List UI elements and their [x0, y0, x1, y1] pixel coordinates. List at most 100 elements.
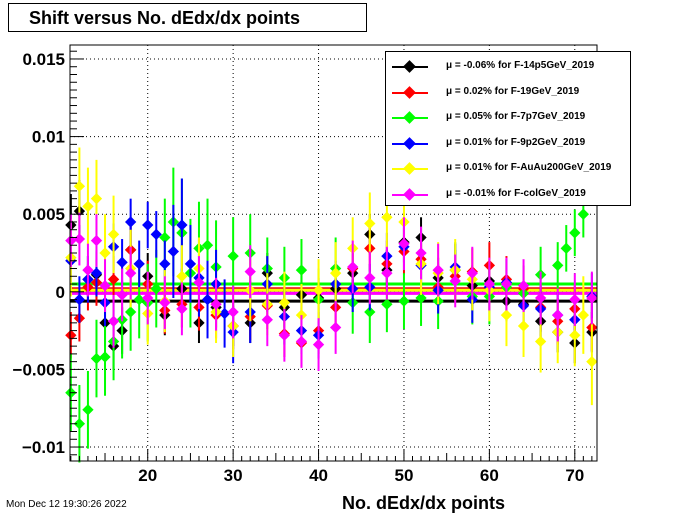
data-point	[201, 293, 214, 306]
data-point	[295, 335, 308, 348]
data-point	[577, 208, 589, 220]
data-point	[90, 234, 103, 247]
data-point	[586, 355, 598, 368]
data-point	[193, 276, 205, 289]
data-point	[415, 247, 427, 259]
legend-entry: μ = 0.05% for F-7p7GeV_2019	[386, 108, 630, 128]
data-point	[364, 272, 376, 284]
data-point	[381, 298, 393, 310]
data-point	[159, 297, 171, 309]
legend: μ = -0.06% for F-14p5GeV_2019 μ = 0.02% f…	[385, 51, 631, 206]
data-point	[107, 315, 120, 327]
data-point	[534, 292, 547, 304]
legend-marker-swatch	[403, 162, 416, 175]
data-point	[116, 256, 128, 268]
data-point	[483, 278, 496, 290]
legend-marker-swatch	[403, 136, 416, 150]
legend-entry: μ = -0.01% for F-colGeV_2019	[386, 185, 630, 205]
data-point	[167, 245, 180, 258]
data-point	[90, 193, 103, 205]
legend-entry: μ = -0.06% for F-14p5GeV_2019	[386, 57, 630, 77]
x-tick-label: 50	[395, 466, 414, 485]
data-point	[517, 279, 530, 292]
data-point	[99, 247, 111, 259]
axes: 20 30 40 50 60 70 −0.01 −0.005 0 0.005 0.01 0.015	[13, 50, 593, 485]
timestamp: Mon Dec 12 19:30:26 2022	[6, 499, 127, 510]
data-point	[312, 284, 325, 296]
data-point	[159, 258, 171, 270]
data-point	[133, 258, 145, 270]
data-point	[150, 283, 162, 295]
x-axis-label: No. dEdx/dx points	[341, 493, 505, 513]
data-point	[586, 292, 598, 304]
data-point	[261, 314, 273, 326]
data-point	[65, 329, 77, 341]
series-group	[65, 178, 598, 364]
data-point	[534, 335, 547, 348]
data-point	[107, 228, 120, 241]
data-point	[569, 329, 581, 341]
data-point	[244, 265, 256, 278]
data-point	[415, 292, 427, 304]
data-point	[176, 270, 188, 282]
data-point	[176, 303, 188, 315]
data-point	[466, 267, 478, 279]
data-point	[569, 293, 581, 306]
data-point	[381, 211, 393, 223]
legend-marker-swatch	[403, 60, 416, 73]
data-point	[210, 298, 222, 310]
data-point	[73, 180, 86, 192]
data-point	[90, 352, 103, 365]
data-point	[227, 250, 239, 262]
data-point	[364, 306, 376, 318]
data-point	[278, 297, 291, 309]
legend-label: μ = 0.05% for F-7p7GeV_2019	[446, 111, 586, 122]
data-point	[278, 329, 291, 341]
chart-title: Shift versus No. dEdx/dx points	[8, 3, 367, 32]
data-point	[560, 242, 572, 255]
data-point	[398, 238, 410, 250]
data-point	[124, 306, 137, 318]
data-point	[552, 309, 564, 321]
data-point	[142, 292, 154, 304]
legend-label: μ = 0.02% for F-19GeV_2019	[446, 85, 580, 97]
data-point	[329, 267, 342, 279]
y-tick-label: 0.01	[32, 128, 65, 147]
y-tick-label: −0.01	[22, 438, 65, 457]
data-point	[329, 321, 342, 334]
data-point	[159, 231, 171, 244]
legend-marker-swatch	[403, 85, 416, 99]
data-point	[347, 261, 359, 273]
legend-label: μ = 0.01% for F-9p2GeV_2019	[446, 136, 586, 148]
data-point	[82, 404, 94, 416]
x-tick-label: 40	[309, 466, 328, 485]
data-point	[218, 307, 231, 320]
data-point	[65, 234, 77, 247]
legend-marker-swatch	[403, 187, 416, 201]
series-group	[65, 212, 598, 371]
y-tick-label: 0	[56, 283, 65, 302]
data-point	[133, 293, 145, 306]
data-point	[184, 258, 197, 270]
y-tick-label: −0.005	[13, 360, 65, 379]
x-tick-label: 30	[224, 466, 243, 485]
data-point	[150, 228, 162, 241]
data-point	[364, 217, 376, 230]
y-tick-label: 0.005	[22, 205, 65, 224]
data-point	[432, 264, 444, 276]
legend-label: μ = 0.01% for F-AuAu200GeV_2019	[446, 162, 612, 173]
data-point	[227, 306, 239, 318]
data-point	[73, 233, 86, 245]
data-point	[312, 338, 325, 351]
data-point	[398, 295, 410, 307]
legend-label: μ = -0.01% for F-colGeV_2019	[446, 187, 586, 199]
data-point	[500, 309, 513, 321]
legend-entry: μ = 0.01% for F-9p2GeV_2019	[386, 134, 630, 154]
data-point	[176, 219, 188, 231]
x-tick-label: 70	[565, 466, 584, 485]
data-point	[517, 320, 530, 332]
legend-entry: μ = 0.01% for F-AuAu200GeV_2019	[386, 159, 630, 179]
y-tick-label: 0.015	[22, 50, 65, 69]
data-point	[552, 259, 564, 272]
